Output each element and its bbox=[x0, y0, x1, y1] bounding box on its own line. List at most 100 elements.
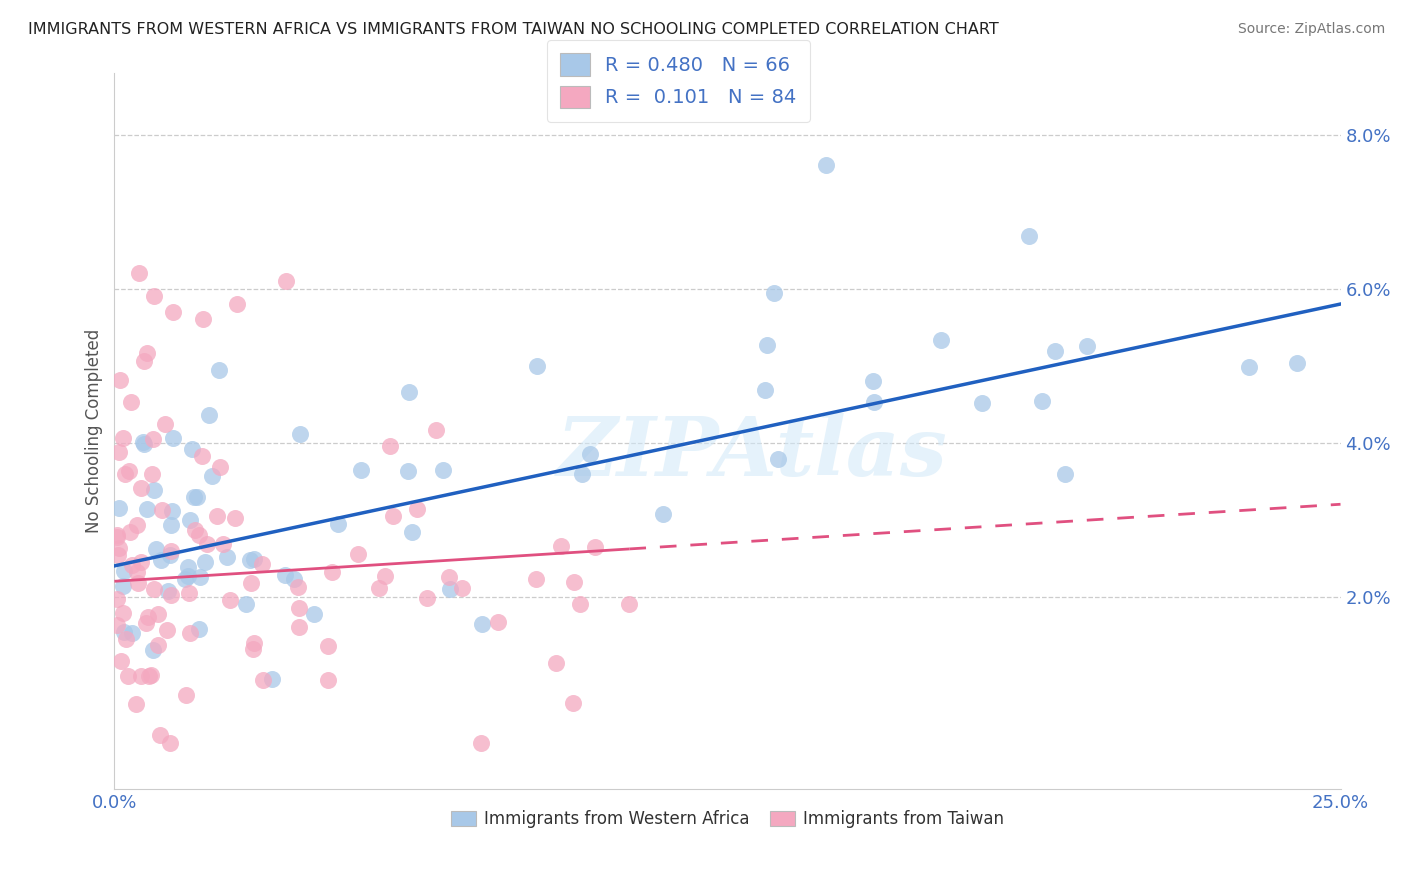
Point bbox=[108, 501, 131, 516]
Point bbox=[110, 654, 132, 668]
Point bbox=[316, 673, 339, 687]
Point bbox=[970, 396, 993, 410]
Point bbox=[143, 483, 166, 498]
Point bbox=[136, 609, 159, 624]
Point bbox=[326, 517, 349, 532]
Point bbox=[198, 408, 221, 422]
Point bbox=[174, 572, 197, 586]
Point bbox=[235, 598, 257, 612]
Point bbox=[378, 440, 401, 454]
Point bbox=[141, 467, 163, 482]
Point bbox=[350, 462, 373, 476]
Point bbox=[561, 696, 583, 710]
Point bbox=[118, 464, 141, 478]
Point bbox=[814, 158, 837, 172]
Point bbox=[117, 669, 139, 683]
Point bbox=[129, 481, 152, 495]
Point bbox=[260, 672, 283, 686]
Point bbox=[1076, 339, 1098, 353]
Point bbox=[562, 574, 585, 589]
Point bbox=[131, 435, 153, 450]
Point bbox=[105, 617, 128, 632]
Point bbox=[139, 667, 162, 681]
Point bbox=[146, 607, 169, 622]
Point bbox=[405, 501, 427, 516]
Point bbox=[121, 626, 143, 640]
Point bbox=[114, 632, 136, 646]
Text: Source: ZipAtlas.com: Source: ZipAtlas.com bbox=[1237, 22, 1385, 37]
Point bbox=[471, 617, 494, 632]
Point bbox=[439, 582, 461, 597]
Point bbox=[318, 639, 340, 653]
Point bbox=[159, 548, 181, 562]
Point bbox=[129, 555, 152, 569]
Point bbox=[208, 459, 231, 474]
Point bbox=[243, 636, 266, 650]
Point bbox=[179, 513, 201, 527]
Point bbox=[111, 431, 134, 445]
Point bbox=[111, 579, 134, 593]
Point bbox=[135, 616, 157, 631]
Point bbox=[569, 598, 592, 612]
Point bbox=[205, 509, 228, 524]
Point bbox=[762, 285, 785, 300]
Point bbox=[145, 541, 167, 556]
Point bbox=[239, 553, 262, 567]
Point bbox=[929, 334, 952, 348]
Point bbox=[288, 427, 311, 442]
Point bbox=[177, 559, 200, 574]
Point bbox=[252, 673, 274, 688]
Point bbox=[583, 540, 606, 554]
Point bbox=[112, 607, 135, 621]
Point bbox=[197, 537, 219, 551]
Point bbox=[105, 527, 128, 541]
Point bbox=[347, 547, 370, 561]
Point bbox=[651, 507, 673, 521]
Point bbox=[114, 467, 136, 481]
Point bbox=[215, 549, 238, 564]
Point bbox=[191, 449, 214, 463]
Point bbox=[550, 539, 572, 553]
Point bbox=[571, 467, 593, 481]
Point bbox=[526, 359, 548, 373]
Point bbox=[180, 442, 202, 457]
Text: ZIPAtlas: ZIPAtlas bbox=[557, 413, 948, 492]
Point bbox=[125, 517, 148, 532]
Point bbox=[162, 431, 184, 445]
Point bbox=[243, 552, 266, 566]
Point bbox=[146, 638, 169, 652]
Point bbox=[432, 463, 454, 477]
Point bbox=[155, 417, 177, 431]
Point bbox=[179, 586, 201, 600]
Point bbox=[138, 669, 160, 683]
Point bbox=[239, 575, 262, 590]
Point bbox=[1045, 343, 1067, 358]
Point bbox=[1054, 467, 1077, 481]
Point bbox=[374, 569, 396, 583]
Point bbox=[194, 555, 217, 569]
Point bbox=[287, 619, 309, 633]
Point bbox=[224, 510, 246, 524]
Point bbox=[156, 623, 179, 637]
Point bbox=[107, 445, 129, 459]
Point bbox=[105, 530, 128, 544]
Point bbox=[112, 625, 135, 640]
Point bbox=[1285, 356, 1308, 370]
Point bbox=[127, 565, 149, 579]
Point bbox=[188, 570, 211, 584]
Point bbox=[321, 566, 343, 580]
Point bbox=[1237, 360, 1260, 375]
Point bbox=[416, 591, 439, 606]
Point bbox=[1031, 393, 1053, 408]
Point bbox=[368, 581, 391, 595]
Point bbox=[149, 728, 172, 742]
Point bbox=[212, 537, 235, 551]
Point bbox=[159, 736, 181, 750]
Point bbox=[208, 362, 231, 376]
Point bbox=[183, 490, 205, 504]
Point bbox=[120, 525, 142, 540]
Point bbox=[188, 622, 211, 636]
Point bbox=[150, 503, 173, 517]
Point bbox=[162, 304, 184, 318]
Point bbox=[288, 601, 311, 615]
